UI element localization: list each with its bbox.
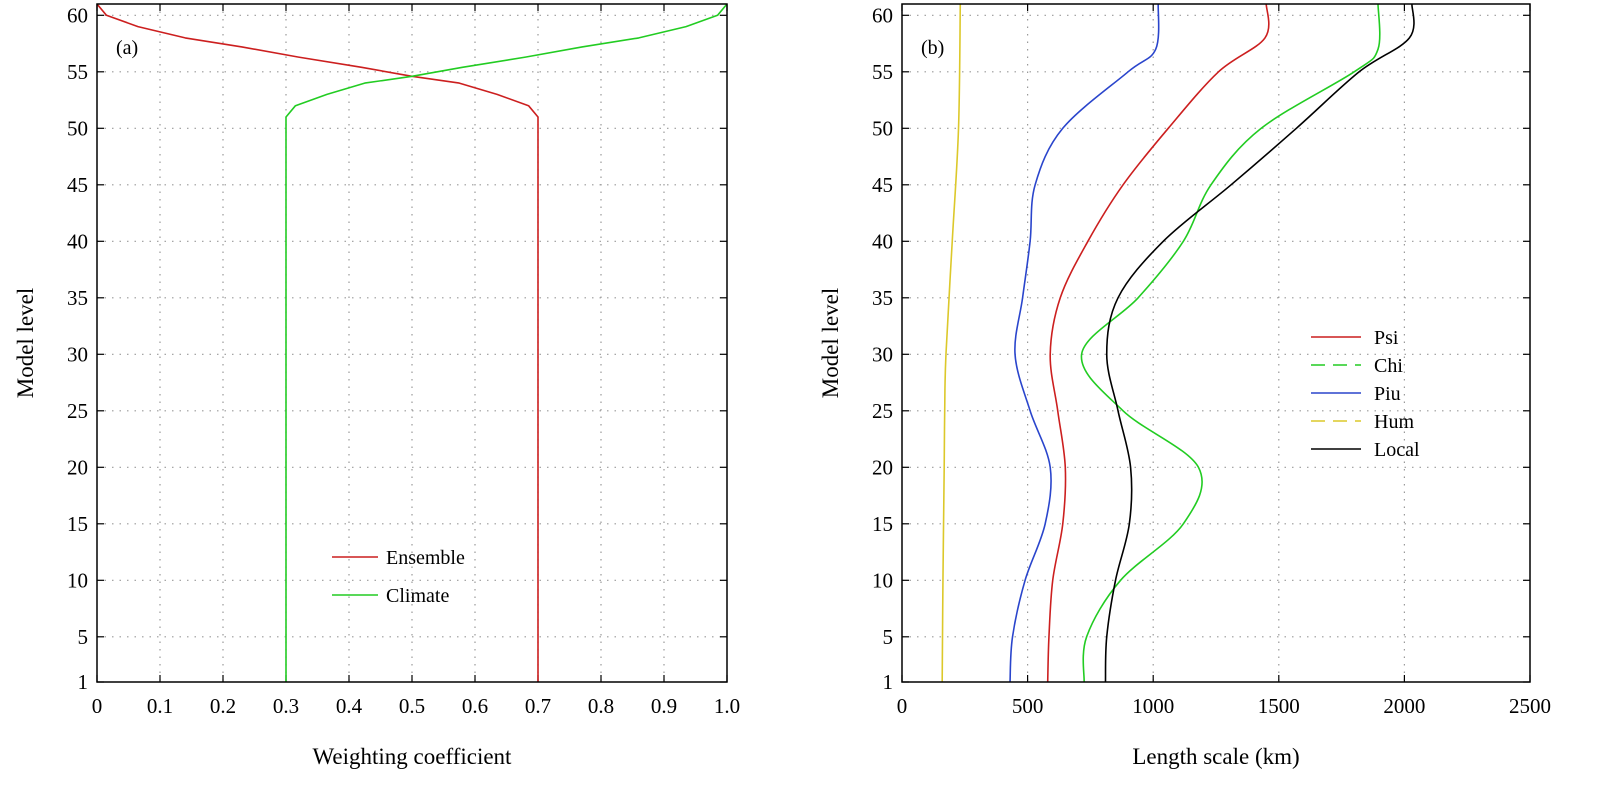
legend-label-local: Local [1374,439,1420,461]
y-tick-label: 20 [872,455,893,479]
series-line-climate [285,4,727,682]
x-tick-label: 0.8 [588,694,614,718]
series-line-psi [1046,4,1270,682]
series-line-local [1104,4,1415,682]
x-tick-label: 2000 [1383,694,1425,718]
y-tick-label: 40 [67,229,88,253]
y-tick-label: 50 [872,116,893,140]
y-axis-title: Model level [13,288,38,399]
x-tick-label: 0.9 [651,694,677,718]
x-tick-label: 0.3 [273,694,299,718]
x-tick-label: 0.5 [399,694,425,718]
plot-frame [96,3,728,683]
series-line-hum [941,4,962,682]
y-tick-label: 45 [67,173,88,197]
x-tick-label: 0 [92,694,103,718]
y-tick-label: 1 [78,670,89,694]
y-tick-label: 10 [67,568,88,592]
panel-b-length-scale: 0 500 1000 1500 2000 250015101520253035404550… [818,3,1551,769]
legend-label-ensemble: Ensemble [386,547,465,569]
x-tick-label: 1500 [1258,694,1300,718]
y-tick-label: 35 [67,286,88,310]
panel-a-weighting-coefficient: 0 0.1 0.2 0.3 0.4 0.5 0.6 0.7 0.8 0.9 1.0151015202… [13,3,740,769]
y-tick-label: 30 [872,342,893,366]
legend-label-climate: Climate [386,585,449,607]
legend-label-chi: Chi [1374,355,1403,377]
x-tick-label: 0 [897,694,908,718]
y-tick-label: 10 [872,568,893,592]
y-tick-label: 25 [67,399,88,423]
x-axis-title: Length scale (km) [1132,744,1299,769]
series-line-piu [1009,4,1160,682]
y-tick-label: 55 [67,60,88,84]
y-tick-label: 20 [67,455,88,479]
y-tick-label: 15 [872,512,893,536]
y-tick-label: 50 [67,116,88,140]
y-tick-label: 45 [872,173,893,197]
legend-label-hum: Hum [1374,411,1414,433]
x-tick-label: 0.1 [147,694,173,718]
y-tick-label: 30 [67,342,88,366]
panel-label: (a) [116,37,138,59]
legend-label-piu: Piu [1374,383,1401,405]
y-axis-title: Model level [818,288,843,399]
x-tick-label: 0.7 [525,694,551,718]
x-tick-label: 0.2 [210,694,236,718]
x-tick-label: 2500 [1509,694,1551,718]
y-tick-label: 25 [872,399,893,423]
panel-label: (b) [921,37,944,59]
x-tick-label: 1.0 [714,694,740,718]
y-tick-label: 40 [872,229,893,253]
y-tick-label: 60 [872,3,893,27]
x-tick-label: 1000 [1132,694,1174,718]
series-line-ensemble [97,4,539,682]
y-tick-label: 55 [872,60,893,84]
y-tick-label: 5 [883,625,894,649]
x-tick-label: 500 [1012,694,1044,718]
y-tick-label: 1 [883,670,894,694]
y-tick-label: 35 [872,286,893,310]
legend-label-psi: Psi [1374,327,1399,349]
x-tick-label: 0.4 [336,694,363,718]
y-tick-label: 60 [67,3,88,27]
y-tick-label: 15 [67,512,88,536]
x-tick-label: 0.6 [462,694,488,718]
plot-frame [901,3,1531,683]
x-axis-title: Weighting coefficient [313,744,513,769]
y-tick-label: 5 [78,625,89,649]
series-line-chi [1080,4,1381,682]
